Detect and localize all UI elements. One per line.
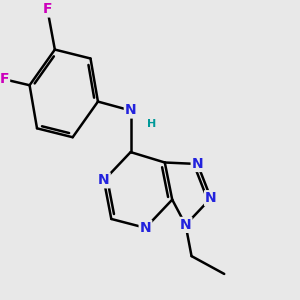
Text: F: F — [0, 72, 9, 86]
Text: N: N — [98, 173, 110, 187]
Text: F: F — [43, 2, 52, 16]
Text: H: H — [147, 119, 156, 129]
Text: N: N — [192, 157, 203, 171]
Text: N: N — [140, 221, 151, 235]
Text: N: N — [205, 191, 217, 205]
Text: N: N — [180, 218, 191, 232]
Text: N: N — [125, 103, 136, 118]
